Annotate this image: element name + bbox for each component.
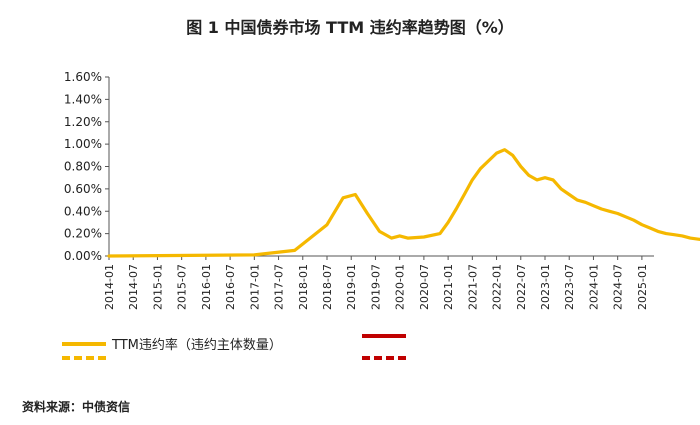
x-tick-label: 2015-07 <box>176 264 189 310</box>
legend-yellow-solid: TTM违约率（违约主体数量） <box>62 334 282 353</box>
x-tick-label: 2023-01 <box>539 264 552 310</box>
legend-swatch <box>362 356 406 360</box>
x-tick-label: 2022-07 <box>515 264 528 310</box>
x-tick-label: 2021-07 <box>466 264 479 310</box>
y-tick-label: 0.20% <box>64 227 102 241</box>
legend-yellow-dashed <box>62 356 112 360</box>
x-tick-label: 2014-07 <box>127 264 140 310</box>
x-tick-label: 2014-01 <box>103 264 116 310</box>
x-tick-label: 2024-07 <box>612 264 625 310</box>
y-tick-label: 0.40% <box>64 204 102 218</box>
y-tick-label: 1.00% <box>64 137 102 151</box>
x-tick-label: 2019-01 <box>345 264 358 310</box>
x-tick-label: 2019-07 <box>369 264 382 310</box>
legend-red-dashed <box>362 356 412 360</box>
x-tick-label: 2016-01 <box>200 264 213 310</box>
x-tick-label: 2020-07 <box>418 264 431 310</box>
y-tick-label: 1.20% <box>64 115 102 129</box>
x-tick-label: 2025-01 <box>636 264 649 310</box>
series-lines <box>107 148 700 258</box>
x-tick-label: 2023-07 <box>563 264 576 310</box>
legend-label: TTM违约率（违约主体数量） <box>112 338 282 353</box>
y-tick-label: 1.40% <box>64 92 102 106</box>
legend-red-solid <box>362 334 412 338</box>
y-tick-label: 0.60% <box>64 182 102 196</box>
x-tick-label: 2016-07 <box>224 264 237 310</box>
legend-swatch <box>62 356 106 360</box>
y-tick-label: 1.60% <box>64 70 102 84</box>
x-tick-label: 2018-07 <box>321 264 334 310</box>
x-tick-label: 2024-01 <box>587 264 600 310</box>
series-line-1 <box>107 148 700 258</box>
chart-title: 图 1 中国债券市场 TTM 违约率趋势图（%） <box>186 18 514 37</box>
source-note: 资料来源：中债资信 <box>22 400 131 414</box>
x-tick-label: 2017-01 <box>248 264 261 310</box>
y-tick-label: 0.80% <box>64 160 102 174</box>
x-tick-label: 2021-01 <box>442 264 455 310</box>
legend-swatch <box>362 334 406 338</box>
legend-swatch <box>62 341 106 346</box>
axes: 0.00% 0.20% 0.40% 0.60% 0.80% 1.00% 1.20% 1.40%… <box>64 70 654 310</box>
x-tick-label: 2020-01 <box>394 264 407 310</box>
x-tick-label: 2017-07 <box>273 264 286 310</box>
x-tick-label: 2018-01 <box>297 264 310 310</box>
x-tick-label: 2015-01 <box>151 264 164 310</box>
x-tick-label: 2022-01 <box>491 264 504 310</box>
y-tick-label: 0.00% <box>64 249 102 263</box>
